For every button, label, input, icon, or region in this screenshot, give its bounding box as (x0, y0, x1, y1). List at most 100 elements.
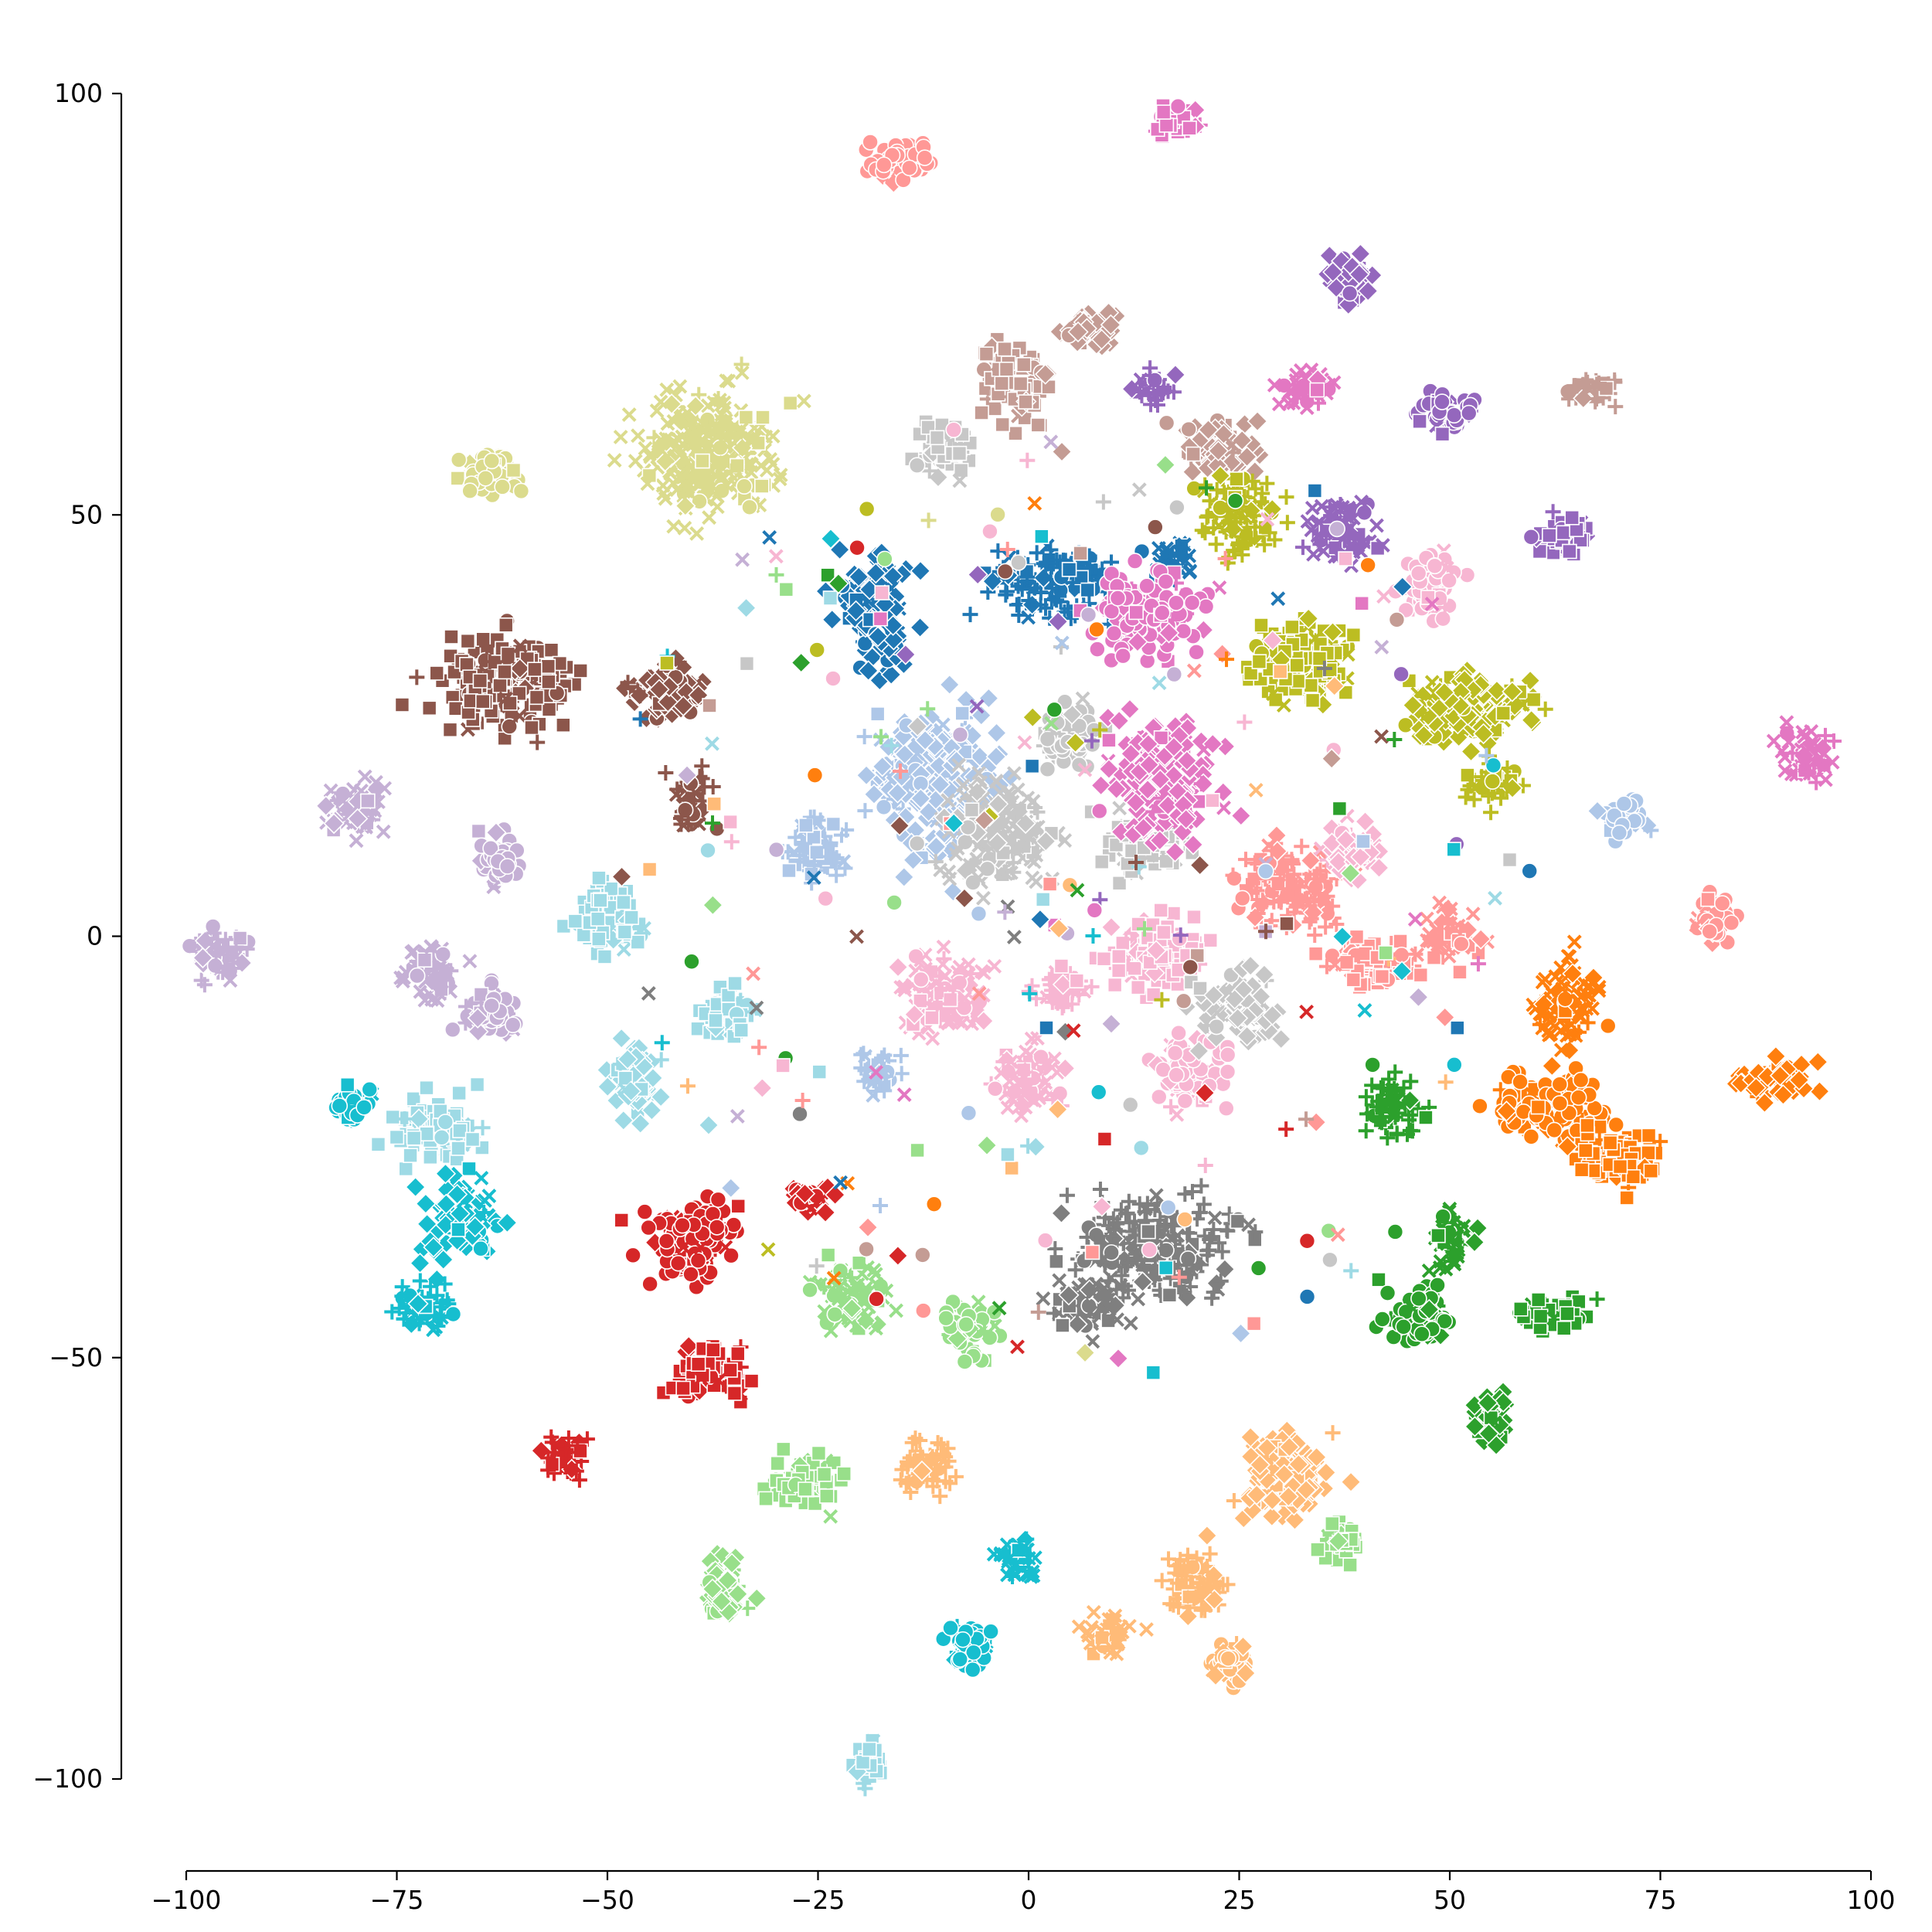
scatter-point (1460, 767, 1475, 783)
scatter-point (494, 478, 511, 495)
scatter-point (733, 356, 750, 372)
scatter-point (916, 149, 934, 166)
scatter-point (1169, 1107, 1185, 1122)
scatter-point (669, 482, 685, 498)
scatter-point (444, 1021, 461, 1039)
scatter-point (1089, 641, 1106, 658)
scatter-point (409, 1252, 431, 1274)
scatter-point (474, 1171, 489, 1185)
scatter-point (1345, 972, 1362, 988)
scatter-point (995, 417, 1011, 433)
scatter-point (472, 673, 488, 689)
scatter-point (477, 470, 495, 487)
scatter-point (986, 1080, 1004, 1097)
scatter-point (862, 134, 879, 151)
scatter-point (719, 373, 734, 389)
scatter-point (624, 910, 639, 925)
scatter-point (1289, 658, 1304, 673)
scatter-point (1303, 678, 1319, 693)
scatter-point (1723, 914, 1740, 931)
scatter-point (524, 719, 539, 736)
scatter-point (1150, 1088, 1168, 1106)
scatter-point (733, 1022, 750, 1038)
scatter-point (628, 454, 643, 469)
scatter-point (1165, 364, 1186, 386)
scatter-point (1396, 716, 1414, 734)
scatter-point (590, 931, 607, 947)
scatter-point (331, 1097, 349, 1114)
scatter-point (675, 495, 696, 517)
scatter-point (658, 764, 674, 781)
scatter-point (1202, 932, 1219, 948)
scatter-point (978, 346, 995, 362)
scatter-point (504, 1016, 522, 1034)
scatter-point (978, 687, 1000, 709)
scatter-point (677, 478, 692, 493)
scatter-point (655, 478, 671, 493)
scatter-point (736, 478, 753, 495)
scatter-point (1460, 404, 1478, 422)
scatter-point (370, 1137, 386, 1152)
scatter-point (1188, 644, 1205, 661)
scatter-point (1701, 923, 1718, 940)
scatter-point (939, 674, 961, 696)
scatter-point (406, 1130, 422, 1146)
scatter-point (1008, 425, 1023, 441)
scatter-point (951, 445, 968, 461)
scatter-point (900, 159, 918, 177)
scatter-point (1484, 773, 1502, 790)
scatter-point (444, 629, 459, 645)
scatter-point (403, 1148, 418, 1163)
scatter-point (451, 1085, 467, 1101)
scatter-point (475, 693, 491, 709)
scatter-point (1556, 525, 1572, 541)
scatter-point (1357, 280, 1379, 302)
scatter-point (529, 689, 545, 706)
scatter-point (573, 663, 588, 679)
scatter-point (459, 657, 474, 672)
scatter-point (1453, 935, 1470, 953)
scatter-point (696, 417, 711, 432)
scatter-point (492, 678, 508, 693)
scatter-point (1111, 963, 1127, 978)
scatter-point (1112, 801, 1128, 816)
scatter-point (709, 499, 725, 515)
scatter-point (360, 793, 376, 809)
scatter-point (1090, 802, 1108, 820)
scatter-point (498, 617, 514, 633)
scatter-point (1233, 889, 1251, 907)
scatter-point (1284, 619, 1300, 635)
scatter-point (505, 462, 522, 478)
scatter-point (1349, 264, 1370, 285)
scatter-point (1107, 977, 1123, 993)
scatter-point (1440, 572, 1458, 590)
scatter-point (856, 729, 872, 745)
scatter-point (1586, 379, 1602, 396)
scatter-point (672, 379, 688, 394)
scatter-point (497, 664, 512, 680)
scatter-point (1219, 1046, 1236, 1063)
scatter-point (1154, 604, 1171, 621)
scatter-point (1374, 968, 1390, 985)
scatter-point (394, 697, 410, 713)
scatter-point (556, 717, 571, 733)
scatter-point (675, 429, 690, 444)
scatter-point (1325, 277, 1347, 298)
scatter-point (462, 954, 478, 969)
scatter-point (649, 403, 665, 418)
scatter-point (451, 1222, 466, 1237)
scatter-point (1053, 958, 1070, 974)
scatter-point (1229, 471, 1244, 487)
scatter-point (695, 453, 710, 469)
scatter-point (433, 1129, 451, 1146)
scatter-point (998, 587, 1014, 603)
scatter-point (447, 701, 464, 716)
scatter-point (409, 669, 425, 685)
scatter-point (1426, 557, 1444, 575)
scatter-point (773, 468, 788, 483)
scatter-point (616, 894, 631, 910)
scatter-point (421, 700, 437, 716)
scatter-point (1483, 804, 1499, 821)
scatter-point (1564, 510, 1580, 526)
scatter-point (1700, 891, 1716, 907)
